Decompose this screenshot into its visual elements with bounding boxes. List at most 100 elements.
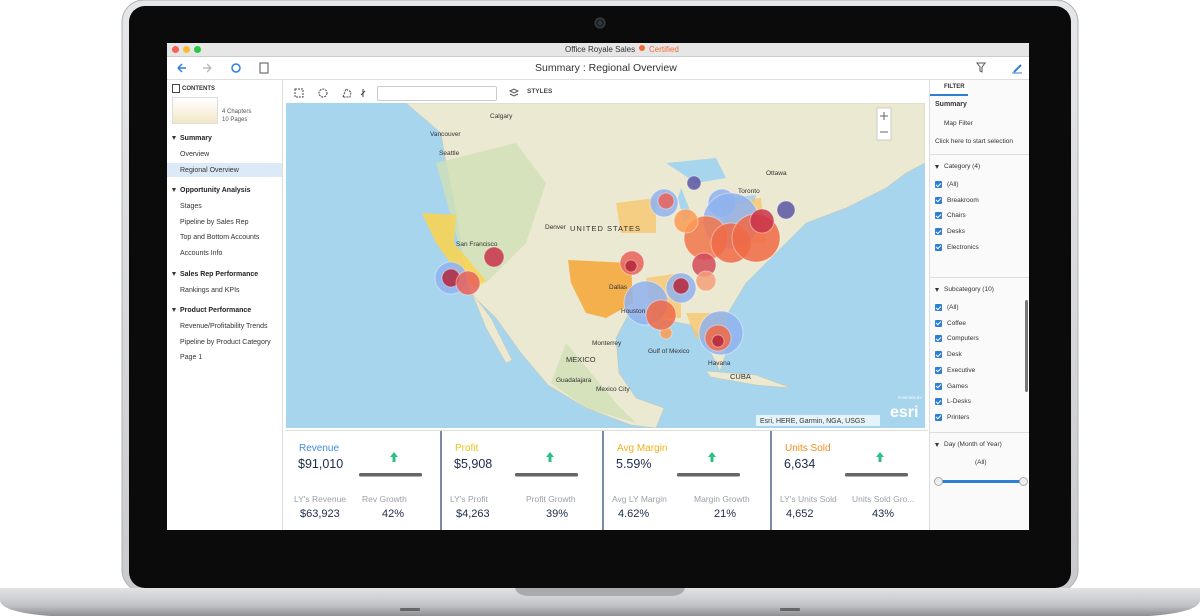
window-title: Office Royale Sales — [565, 45, 636, 54]
map-label: Seattle — [439, 150, 460, 157]
nav-item[interactable]: Accounts Info — [180, 250, 223, 257]
ly-label: LY's Units Sold — [780, 494, 837, 504]
nav-item[interactable]: Pipeline by Product Category — [180, 338, 271, 346]
checkbox[interactable] — [935, 181, 942, 188]
filter-option: (All) — [947, 181, 959, 188]
kpi-value: 6,634 — [784, 457, 816, 471]
checkbox[interactable] — [935, 335, 942, 343]
check-mark — [935, 398, 942, 405]
map-label: Ottawa — [766, 170, 787, 177]
ly-value: $4,263 — [456, 508, 490, 520]
selection-tools[interactable] — [293, 87, 368, 99]
slider-handle[interactable] — [934, 477, 943, 486]
toolbar-icons[interactable] — [175, 62, 275, 74]
nav-item[interactable]: Top and Bottom Accounts — [180, 234, 260, 242]
close-button[interactable] — [172, 46, 179, 53]
check-mark — [935, 196, 942, 203]
progress-bar — [359, 473, 422, 477]
nav-item[interactable]: Stages — [180, 203, 202, 211]
kpi-strip: Revenue $91,010 LY's Revenue $63,923 Rev Gro… — [286, 430, 928, 530]
growth-value: 21% — [714, 508, 737, 520]
baja — [471, 292, 513, 364]
kpi-value: 5.59% — [616, 457, 652, 471]
attribution-bg — [756, 415, 880, 426]
group-title: Category (4) — [944, 163, 981, 170]
checkbox[interactable] — [935, 228, 942, 236]
progress-bar — [677, 473, 740, 477]
ly-label: LY's Revenue — [294, 494, 347, 504]
zoom-button[interactable] — [194, 46, 201, 53]
styles-button[interactable]: STYLES — [527, 88, 553, 95]
nav-item[interactable]: Pipeline by Sales Rep — [180, 218, 249, 226]
nav-item[interactable]: Regional Overview — [180, 166, 239, 174]
esri-caption: POWERED BY — [898, 396, 922, 400]
divider — [930, 154, 1029, 155]
nav-item[interactable]: Overview — [180, 151, 210, 158]
filter-heading: Summary — [935, 101, 967, 108]
check-mark — [935, 212, 942, 219]
layers-icon[interactable] — [509, 87, 519, 99]
trend-indicator — [845, 452, 908, 477]
check-mark — [935, 351, 942, 357]
check-mark — [935, 243, 942, 250]
section-title: Product Performance — [180, 307, 252, 315]
filter-option: Breakroom — [947, 196, 979, 204]
cuba — [705, 370, 792, 389]
checkbox[interactable] — [935, 196, 942, 204]
up-arrow — [708, 452, 716, 462]
checkbox[interactable] — [935, 319, 942, 327]
certified-icon — [639, 45, 645, 51]
check-mark — [935, 228, 942, 234]
chapters-count: 4 Chapters — [222, 109, 252, 115]
checkbox[interactable] — [935, 243, 942, 251]
map-label: Gulf of Mexico — [648, 348, 690, 355]
nav-item[interactable]: Rankings and KPIs — [180, 286, 240, 294]
map-label: Calgary — [490, 113, 513, 120]
progress-bar — [845, 473, 908, 477]
checkbox[interactable] — [935, 413, 942, 421]
section-caret — [172, 271, 176, 276]
ly-value: $63,923 — [300, 508, 340, 520]
slider-handle[interactable] — [1019, 477, 1028, 486]
map-label: San Francisco — [456, 241, 498, 248]
map-label: Vancouver — [430, 131, 461, 138]
map-bubble — [776, 200, 796, 220]
search-box[interactable] — [377, 86, 497, 101]
filter-option: Chairs — [947, 212, 966, 220]
filter-option: L-Desks — [947, 398, 971, 406]
checkbox[interactable] — [935, 382, 942, 390]
map-bubble — [624, 259, 638, 273]
growth-label: Rev Growth — [362, 494, 407, 504]
checkbox[interactable] — [935, 212, 942, 220]
kpi-card: Profit $5,908 LY's Profit $4,263 Profit Grow… — [440, 431, 604, 530]
checkbox[interactable] — [935, 398, 942, 406]
group-caret — [935, 165, 939, 169]
ly-value: 4.62% — [618, 508, 650, 520]
kpi-value: $91,010 — [298, 457, 344, 471]
kpi-title: Revenue — [299, 443, 340, 454]
growth-value: 43% — [872, 508, 895, 520]
section-title: Sales Rep Performance — [180, 270, 259, 278]
nav-item[interactable]: Revenue/Profitability Trends — [180, 323, 268, 331]
checkbox[interactable] — [935, 304, 942, 311]
filter-panel: FILTER Summary Map Filter Click here to sta… — [929, 80, 1029, 530]
esri-logo: esri — [890, 404, 918, 421]
map-label: Guadalajara — [556, 377, 592, 384]
nav-item[interactable]: Page 1 — [180, 354, 203, 362]
kpi-card: Revenue $91,010 LY's Revenue $63,923 Rev Gro… — [286, 431, 440, 530]
pages-count: 10 Pages — [222, 117, 248, 123]
group-title: Subcategory (10) — [944, 286, 994, 293]
ly-label: LY's Profit — [450, 494, 488, 504]
section-title: Opportunity Analysis — [180, 187, 251, 195]
map-bubble — [455, 270, 481, 296]
checkbox[interactable] — [935, 366, 942, 374]
trend-indicator — [515, 452, 578, 477]
toolbar-right-icons[interactable] — [975, 62, 1025, 74]
texas — [568, 260, 633, 318]
map-bubble — [657, 192, 675, 210]
minimize-button[interactable] — [183, 46, 190, 53]
greens — [436, 143, 636, 423]
map-label: Monterrey — [592, 340, 622, 347]
checkbox[interactable] — [935, 351, 942, 359]
filter-option: Desk — [947, 351, 962, 359]
